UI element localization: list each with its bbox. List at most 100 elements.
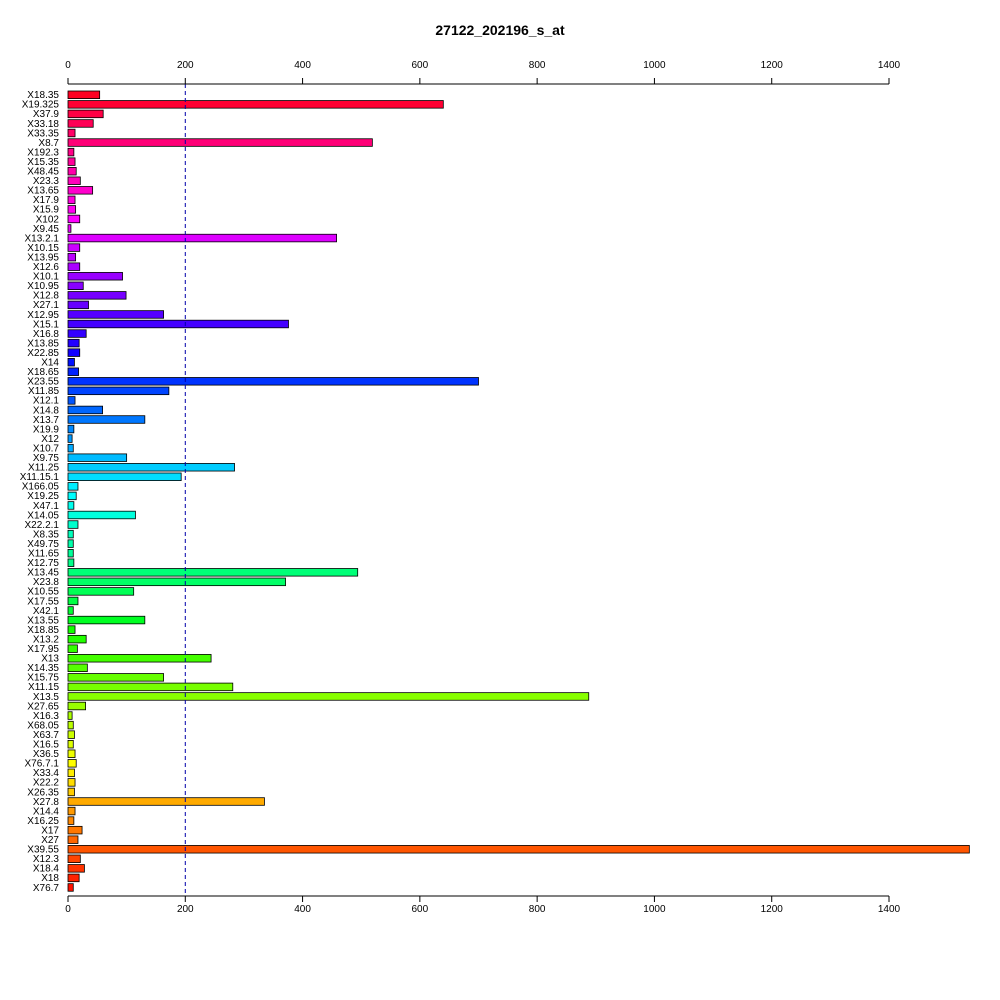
x-tick-label: 1400 bbox=[878, 60, 901, 71]
bar bbox=[67, 825, 83, 835]
bar bbox=[67, 195, 76, 205]
x-tick-label: 400 bbox=[294, 904, 311, 915]
category-label: X16.25 bbox=[27, 816, 59, 827]
bar bbox=[67, 434, 73, 443]
bar bbox=[67, 100, 444, 109]
bar bbox=[67, 119, 94, 128]
category-label: X33.35 bbox=[27, 128, 59, 139]
category-label: X10.7 bbox=[33, 443, 60, 454]
category-label: X16.3 bbox=[33, 711, 60, 722]
bar bbox=[67, 348, 81, 357]
bar bbox=[67, 883, 74, 892]
category-label: X12.3 bbox=[33, 854, 60, 865]
category-label: X17 bbox=[41, 825, 59, 836]
category-label: X15.1 bbox=[33, 319, 60, 330]
bar bbox=[67, 262, 81, 271]
bar bbox=[67, 520, 79, 529]
bar bbox=[67, 272, 123, 281]
bar bbox=[67, 558, 75, 567]
category-label: X18.85 bbox=[27, 625, 59, 636]
category-label: X33.18 bbox=[27, 119, 59, 130]
category-label: X13.2.1 bbox=[25, 233, 60, 244]
bar bbox=[67, 252, 77, 262]
category-label: X22.2 bbox=[33, 778, 60, 789]
bar bbox=[67, 654, 212, 663]
bar bbox=[67, 367, 79, 376]
bar bbox=[67, 749, 76, 758]
category-label: X9.75 bbox=[33, 453, 60, 464]
bar bbox=[67, 243, 81, 252]
bar bbox=[67, 138, 373, 147]
bar bbox=[67, 214, 81, 224]
x-tick-label: 1000 bbox=[643, 904, 666, 915]
bar bbox=[67, 405, 103, 415]
category-label: X47.1 bbox=[33, 501, 60, 512]
bar bbox=[67, 472, 182, 481]
bar bbox=[67, 90, 101, 99]
category-label: X12.6 bbox=[33, 262, 60, 273]
category-label: X14.35 bbox=[27, 663, 59, 674]
bar bbox=[67, 233, 337, 243]
bar bbox=[67, 759, 77, 768]
x-tick-label: 200 bbox=[177, 904, 194, 915]
bar bbox=[67, 281, 84, 290]
bar bbox=[67, 873, 80, 883]
bar bbox=[67, 386, 170, 396]
bar bbox=[67, 644, 78, 653]
x-tick-label: 1200 bbox=[761, 60, 784, 71]
bar bbox=[67, 663, 88, 672]
bar bbox=[67, 539, 74, 548]
bar bbox=[67, 453, 128, 462]
category-label: X9.45 bbox=[33, 224, 60, 235]
category-label: X102 bbox=[36, 214, 60, 225]
bar bbox=[67, 615, 146, 625]
category-label: X27 bbox=[41, 835, 59, 846]
category-label: X13 bbox=[41, 654, 59, 665]
category-label: X23.55 bbox=[27, 377, 59, 388]
x-tick-label: 200 bbox=[177, 60, 194, 71]
category-label: X11.15 bbox=[28, 682, 59, 693]
category-label: X12.8 bbox=[33, 291, 60, 302]
category-label: X15.35 bbox=[27, 157, 59, 168]
bar bbox=[67, 291, 127, 300]
bar bbox=[67, 529, 74, 539]
category-label: X49.75 bbox=[27, 539, 59, 550]
bar bbox=[67, 463, 235, 472]
bar bbox=[67, 568, 359, 577]
x-tick-label: 0 bbox=[65, 904, 71, 915]
category-label: X27.65 bbox=[27, 701, 59, 712]
x-tick-label: 800 bbox=[529, 60, 546, 71]
category-label: X13.65 bbox=[27, 186, 59, 197]
category-label: X14.4 bbox=[33, 806, 60, 817]
category-label: X13.5 bbox=[33, 692, 60, 703]
category-label: X63.7 bbox=[33, 730, 60, 741]
category-label: X14 bbox=[41, 358, 59, 369]
bar bbox=[67, 186, 94, 195]
bar bbox=[67, 768, 75, 778]
bar bbox=[67, 176, 81, 185]
bar bbox=[67, 682, 234, 692]
bar bbox=[67, 310, 164, 319]
category-label: X19.25 bbox=[27, 491, 59, 502]
category-label: X166.05 bbox=[22, 482, 60, 493]
bar bbox=[67, 854, 81, 863]
bar bbox=[67, 482, 79, 491]
x-tick-label: 1000 bbox=[643, 60, 666, 71]
bar bbox=[67, 806, 76, 816]
bar bbox=[67, 510, 136, 520]
category-label: X16.5 bbox=[33, 740, 60, 751]
chart-title: 27122_202196_s_at bbox=[435, 22, 565, 38]
category-label: X8.7 bbox=[38, 138, 59, 149]
category-label: X76.7 bbox=[33, 883, 60, 894]
bar bbox=[67, 720, 74, 730]
x-tick-label: 400 bbox=[294, 60, 311, 71]
category-label: X36.5 bbox=[33, 749, 60, 760]
bar bbox=[67, 673, 164, 682]
bar bbox=[67, 166, 77, 176]
bar bbox=[67, 606, 74, 615]
category-label: X13.7 bbox=[33, 415, 60, 426]
bar bbox=[67, 443, 74, 453]
category-label: X22.2.1 bbox=[25, 520, 60, 531]
